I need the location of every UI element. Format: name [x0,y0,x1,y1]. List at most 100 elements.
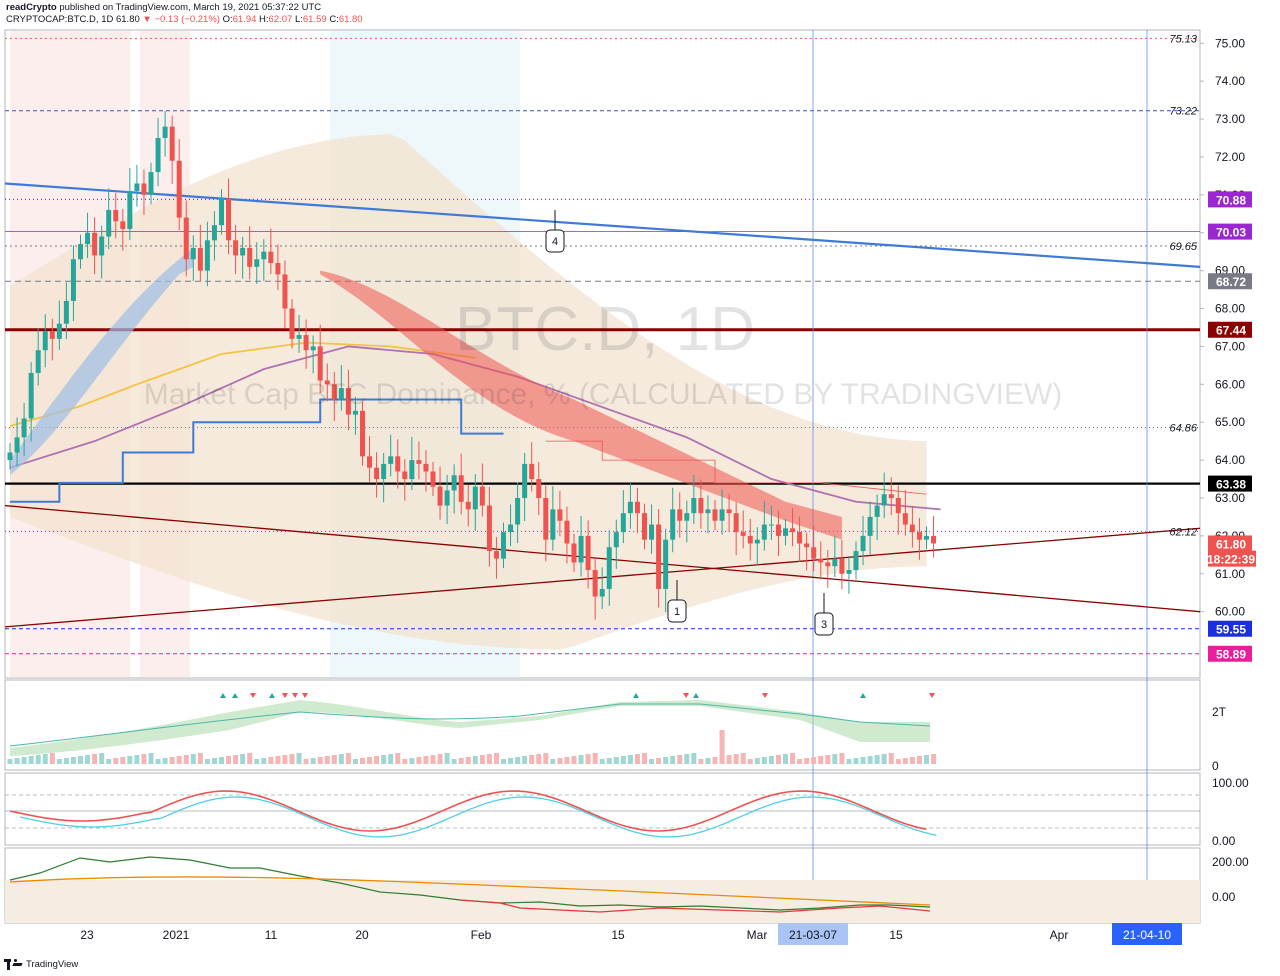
signal-arrow-down [762,693,768,698]
x-axis-badge-bg [778,923,848,945]
volume-bar [226,756,232,764]
candle-body [176,160,182,218]
volume-bar [247,753,253,764]
candle-body [585,535,591,570]
candle-body [656,524,662,589]
candle-body [874,505,880,517]
volume-bar [627,755,633,764]
callout-4: 4 [545,210,565,253]
price-badge-text: 68.72 [1216,275,1246,289]
candle-body [740,532,746,536]
candle-body [63,300,69,324]
volume-bar [578,755,584,764]
volume-bar [85,755,91,764]
candle-body [458,475,464,502]
volume-bar [733,754,739,764]
callout-label: 4 [552,236,558,248]
open-value: 61.94 [232,14,257,25]
volume-bar [931,754,937,764]
ichimoku-cloud-volume [10,700,930,756]
candle-body [557,509,563,521]
price-badge: 70.03 [1208,223,1252,240]
candle-body [783,528,788,536]
candle-body [113,210,119,222]
candle-body [120,221,126,229]
volume-bar [543,753,549,764]
volume-bar [719,730,725,764]
candle-body [529,463,535,480]
volume-bar [479,755,485,764]
candle-body [634,501,640,514]
candle-body [571,543,577,563]
price-badge: 68.72 [1208,273,1252,290]
candle-body [613,532,619,548]
candle-body [902,513,908,525]
symbol-label[interactable]: CRYPTOCAP:BTC.D, 1D [6,14,114,25]
callout-3: 3 [814,593,834,636]
signal-arrow-up [220,693,226,698]
candle-body [56,323,62,339]
watermark-title: BTC.D, 1D [455,295,755,364]
price-badge-text: 70.03 [1216,226,1246,240]
volume-bar [176,756,182,764]
candle-body [303,335,309,351]
volume-bar [211,758,217,764]
price-badge: 18:22:39 [1207,550,1256,567]
x-axis-tick: 20 [355,928,369,942]
signal-arrow-down [250,693,256,698]
volume-bar [70,757,76,764]
candle-body [677,509,683,521]
price-badge: 63.38 [1208,475,1252,492]
volume-bar [141,754,147,764]
last-price: 61.80 [115,14,140,25]
candle-body [416,460,422,464]
trendline-red-descending [4,504,1201,613]
price-badge-text: 70.88 [1216,193,1246,207]
candle-body [211,225,217,241]
x-axis-badge-text: 21-03-07 [789,928,837,942]
volume-bar [874,755,880,764]
candle-body [261,251,267,260]
candle-body [536,479,542,498]
candle-body [374,467,380,480]
price-badge-text: 67.44 [1216,324,1246,338]
candle-body [106,210,112,237]
volume-average-line [9,703,931,747]
open-label: O: [222,14,233,25]
volume-bar [761,757,767,764]
volume-bar [219,757,224,764]
volume-bar [536,754,542,764]
y-axis-tick: 67.00 [1215,339,1245,353]
candle-body [345,388,351,415]
price-badge: 70.88 [1208,191,1252,208]
candle-body [712,509,718,521]
candle-body [381,463,387,480]
candle-body [14,437,20,453]
volume-bar [747,759,753,764]
y-axis-tick: 63.00 [1215,491,1245,505]
candle-body [606,547,612,589]
price-badge: 59.55 [1208,620,1252,637]
footer: TradingView [4,955,78,973]
candle-body [550,509,556,540]
candle-body [747,535,753,544]
candle-body [7,452,13,461]
candle-body [853,551,859,570]
volume-bar [289,754,295,764]
signal-arrow-down [929,693,935,698]
volume-bar [430,755,436,764]
volume-bar [783,754,788,764]
candle-body [338,388,344,400]
publisher-name[interactable]: readCrypto [6,2,57,13]
y-axis-tick: 60.00 [1215,605,1245,619]
candle-body [134,183,140,192]
volume-bar [296,753,302,764]
volume-bar [888,753,894,764]
tradingview-brand[interactable]: TradingView [26,958,79,970]
x-axis-tick: 11 [265,928,278,942]
volume-bar [599,759,605,764]
volume-bar [7,759,13,764]
candle-body [797,532,803,544]
tradingview-logo-icon[interactable] [4,958,23,970]
